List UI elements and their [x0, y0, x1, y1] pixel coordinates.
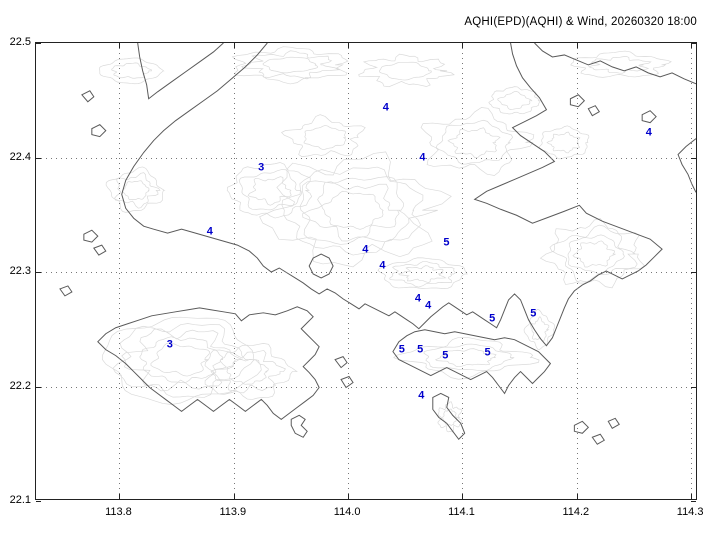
grid-layer	[36, 43, 696, 499]
station-aqhi-value: 3	[258, 161, 265, 174]
station-aqhi-value: 3	[166, 338, 173, 351]
y-tick-mark	[36, 43, 41, 44]
grid-line-x	[576, 43, 578, 499]
chart-title: AQHI(EPD)(AQHI) & Wind, 20260320 18:00	[464, 16, 697, 28]
grid-line-x	[348, 43, 350, 499]
y-tick-label: 22.5	[9, 36, 31, 48]
x-tick-mark	[119, 43, 121, 48]
station-aqhi-value: 5	[530, 307, 537, 320]
coastline-new-territories-kowloon	[121, 43, 663, 347]
station-aqhi-value: 5	[489, 312, 496, 325]
x-tick-label: 113.8	[105, 506, 132, 518]
grid-line-x	[233, 43, 235, 499]
x-tick-mark	[348, 494, 350, 499]
x-tick-mark	[462, 43, 464, 48]
y-tick-mark	[691, 272, 696, 273]
y-tick-mark	[691, 386, 696, 388]
y-tick-label: 22.1	[9, 494, 31, 506]
station-aqhi-value: 4	[379, 259, 386, 272]
station-aqhi-value: 4	[414, 292, 421, 305]
station-aqhi-value: 5	[443, 236, 450, 249]
coastlines	[59, 43, 696, 445]
station-aqhi-value: 5	[484, 346, 491, 359]
x-tick-mark	[462, 494, 464, 499]
grid-line-y	[36, 386, 696, 388]
grid-line-y	[36, 272, 696, 273]
y-tick-label: 22.2	[9, 379, 31, 392]
coastline-tsing-yi	[308, 253, 334, 279]
y-tick-label: 22.3	[9, 265, 31, 277]
grid-line-x	[691, 43, 693, 499]
y-tick-mark	[36, 272, 41, 273]
terrain-contours	[99, 46, 672, 433]
x-tick-label: 114.2	[562, 506, 590, 518]
grid-line-x	[462, 43, 464, 499]
y-tick-mark	[36, 157, 41, 159]
y-tick-label: 22.4	[9, 150, 31, 163]
coastline-outlying-islets	[59, 90, 657, 445]
x-tick-label: 114.1	[448, 506, 475, 518]
terrain-contour-lines	[99, 46, 672, 433]
x-tick-label: 114.0	[333, 506, 361, 518]
x-tick-label: 113.9	[219, 506, 247, 518]
grid-line-y	[36, 157, 696, 159]
y-tick-mark	[691, 43, 696, 44]
y-tick-mark	[691, 501, 696, 502]
x-tick-mark	[691, 43, 693, 48]
station-aqhi-value: 4	[206, 225, 213, 238]
y-tick-mark	[36, 386, 41, 388]
station-aqhi-value: 5	[442, 349, 449, 362]
coastline-hong-kong-island	[392, 329, 552, 395]
station-aqhi-value: 5	[398, 343, 405, 356]
x-tick-mark	[576, 494, 578, 499]
x-tick-label: 114.3	[676, 506, 704, 518]
coastline-mirs-bay-north	[534, 43, 696, 85]
x-tick-mark	[233, 494, 235, 499]
station-aqhi-value: 4	[362, 243, 369, 256]
station-aqhi-value: 5	[417, 343, 424, 356]
map-canvas	[59, 43, 696, 445]
station-aqhi-value: 4	[645, 126, 652, 139]
x-tick-mark	[576, 43, 578, 48]
coastline-shekou-peninsula	[137, 43, 224, 100]
station-aqhi-value: 4	[419, 151, 426, 163]
y-tick-mark	[691, 157, 696, 159]
station-aqhi-value: 4	[418, 389, 425, 402]
x-tick-mark	[691, 494, 693, 499]
station-aqhi-value: 4	[425, 299, 432, 312]
y-tick-mark	[36, 501, 41, 502]
x-tick-mark	[119, 494, 121, 499]
coastline-lantau-island	[97, 306, 320, 420]
tick-layer	[36, 43, 696, 502]
x-tick-mark	[348, 43, 350, 48]
coastline-lamma-island	[432, 392, 466, 441]
grid-line-x	[119, 43, 121, 499]
x-tick-mark	[233, 43, 235, 48]
station-aqhi-value: 4	[382, 101, 389, 114]
